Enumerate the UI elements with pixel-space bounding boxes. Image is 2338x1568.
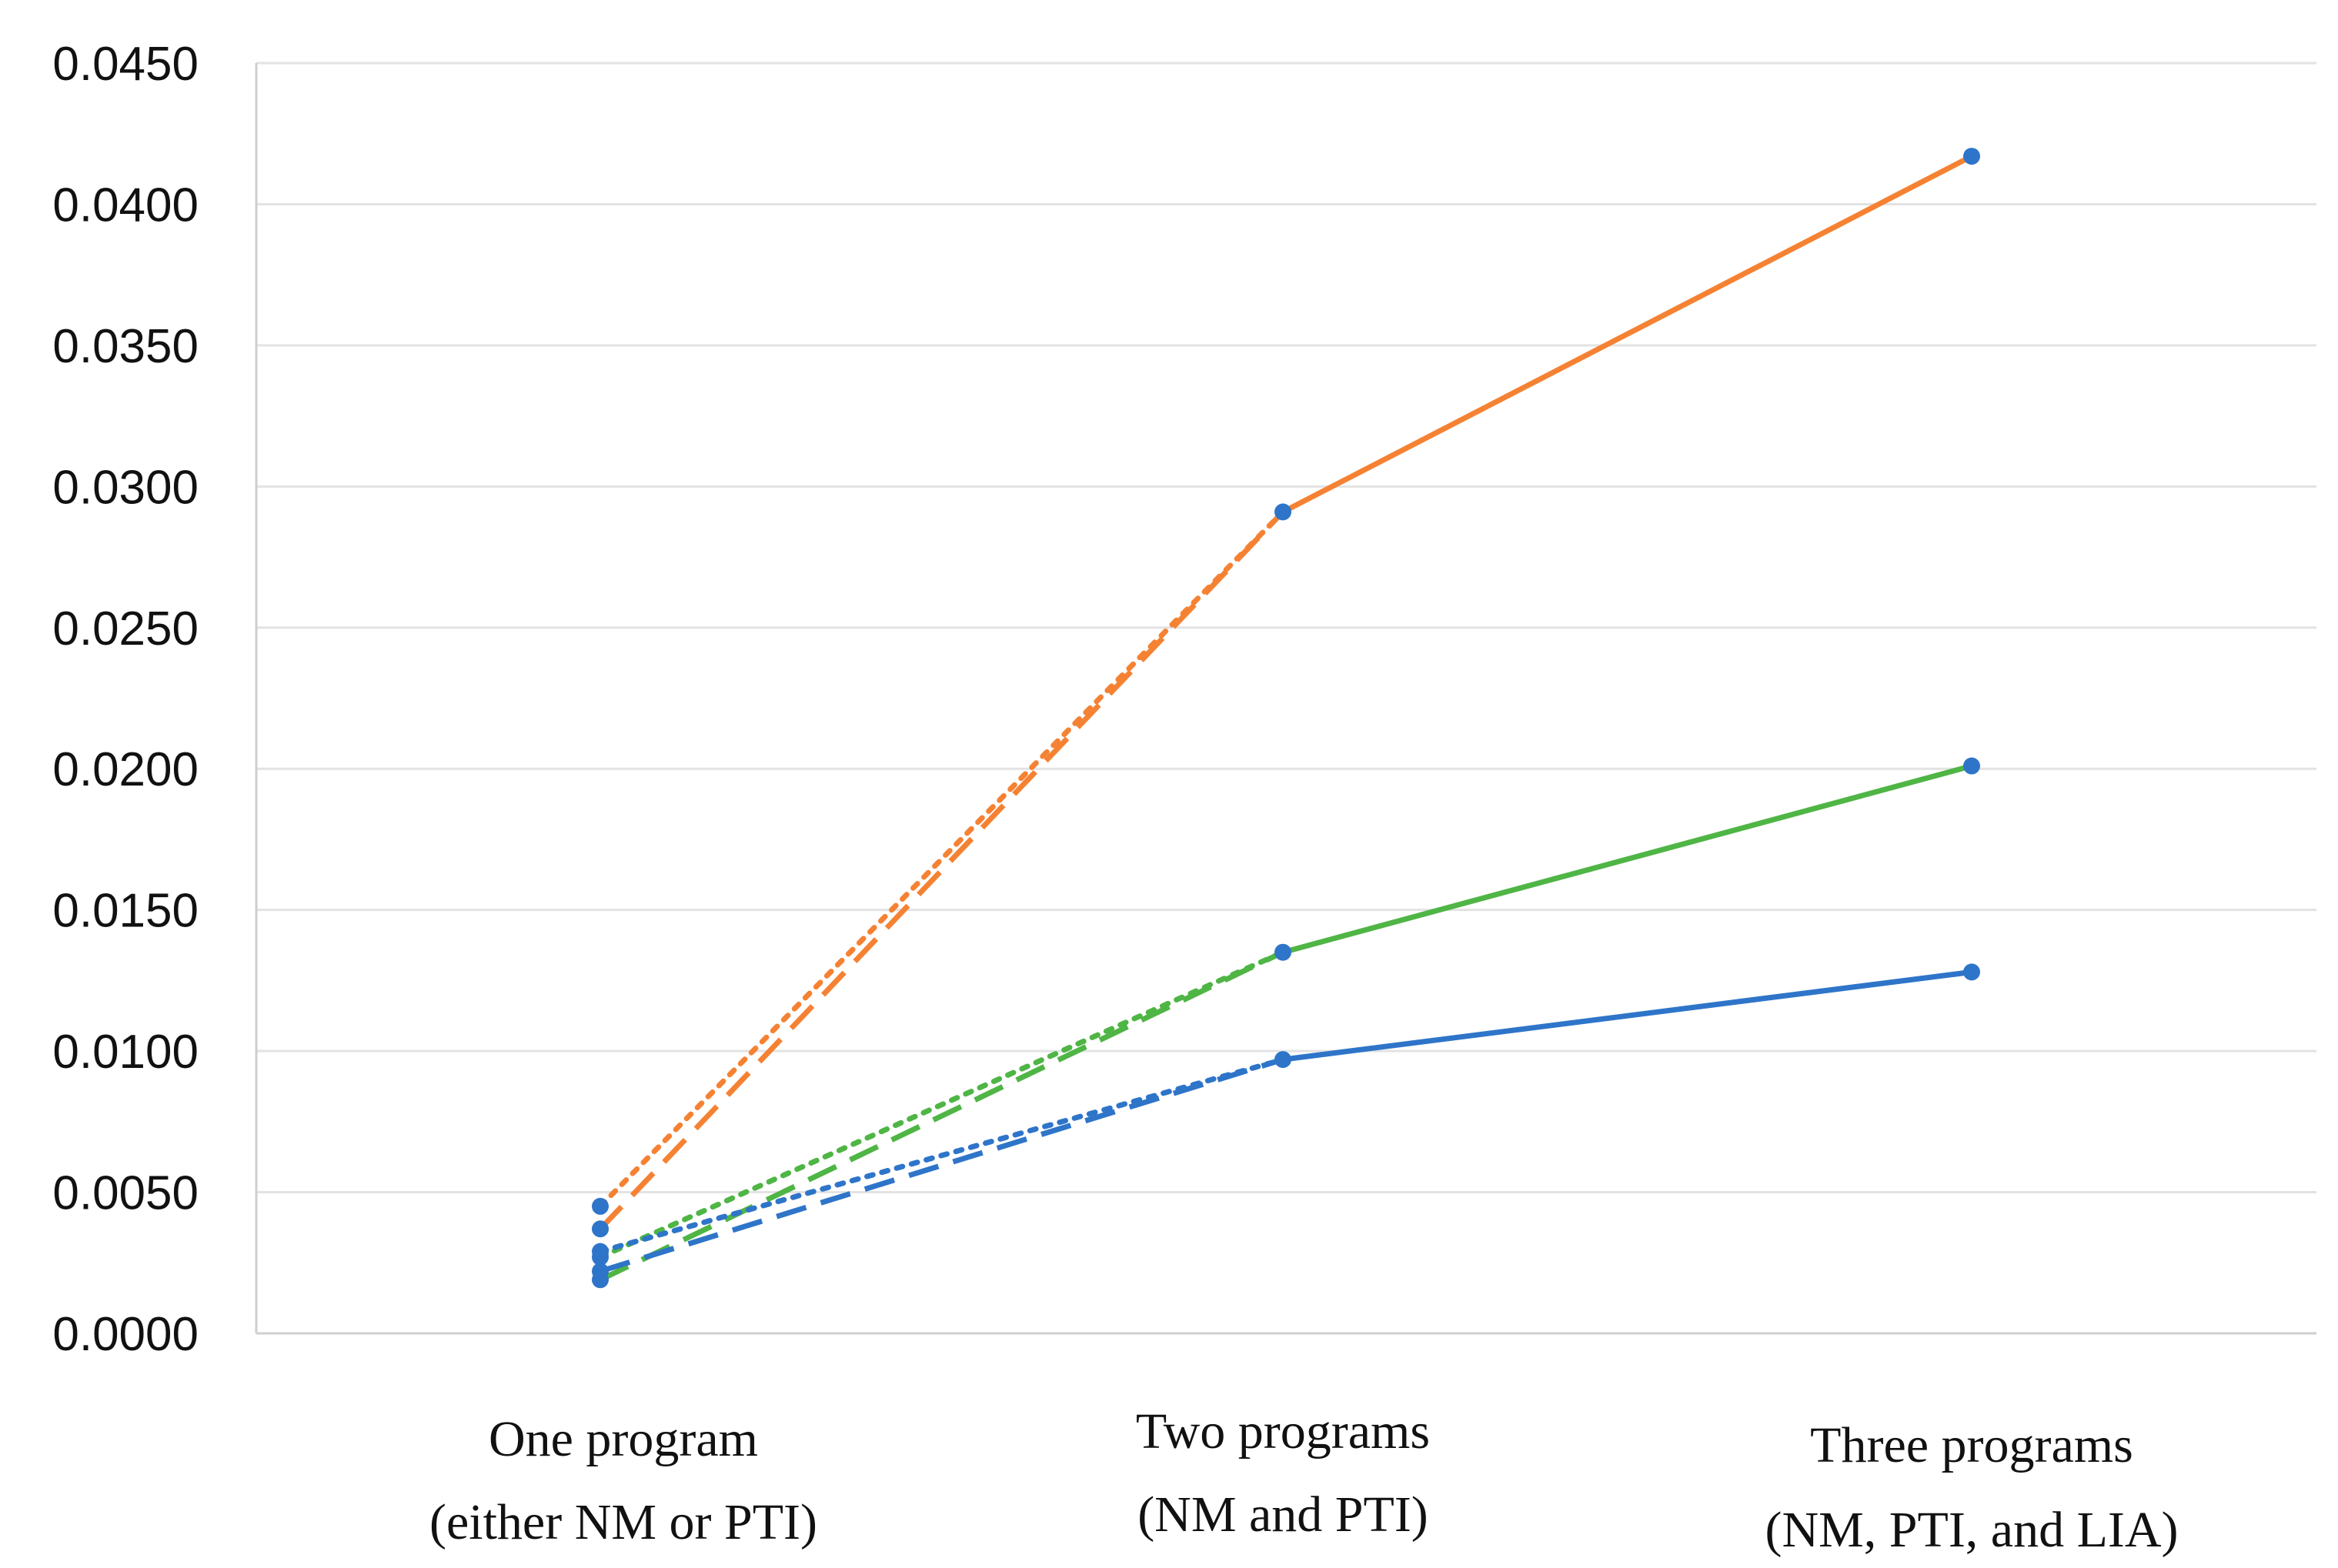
series-line-orange-solid <box>1281 153 1973 515</box>
y-tick-label: 0.0300 <box>52 461 199 514</box>
data-point-markers <box>592 148 1980 1289</box>
x-category-labels: One program (either NM or PTI) Two program… <box>429 1403 2179 1558</box>
series-line-orange-dashed <box>598 509 1285 1231</box>
x-category-label-line1: Two programs <box>1136 1403 1430 1460</box>
y-tick-label: 0.0150 <box>52 885 199 938</box>
data-point <box>1963 757 1980 775</box>
series-line-blue-solid <box>1282 969 1972 1063</box>
series-line-green-dotted <box>597 949 1286 1260</box>
data-point <box>1274 1051 1291 1069</box>
data-point <box>592 1197 609 1215</box>
y-tick-label: 0.0450 <box>52 38 199 91</box>
y-tick-label: 0.0250 <box>52 602 199 656</box>
x-category-label-line2: (NM and PTI) <box>1137 1486 1428 1543</box>
y-tick-label: 0.0050 <box>52 1167 199 1220</box>
series-line-green-solid <box>1282 763 1972 956</box>
data-point <box>1274 943 1291 961</box>
gridlines <box>256 62 2316 1194</box>
series-line-green-dashed <box>599 949 1284 1283</box>
x-category-label-line2: (either NM or PTI) <box>429 1494 817 1550</box>
y-tick-labels: 0.0000 0.0050 0.0100 0.0150 0.0200 0.0250 0.03… <box>52 38 199 1361</box>
data-point <box>592 1220 609 1238</box>
data-point <box>1274 503 1291 521</box>
data-point <box>592 1248 609 1266</box>
data-point <box>1963 148 1980 165</box>
data-point <box>1963 963 1980 981</box>
series-line-blue-dashed <box>599 1056 1284 1274</box>
y-tick-label: 0.0000 <box>52 1308 199 1361</box>
x-category-label-line2: (NM, PTI, and LIA) <box>1765 1502 2178 1558</box>
series-line-blue-dotted <box>597 1056 1286 1255</box>
x-category-label-line1: One program <box>489 1411 758 1467</box>
series-lines <box>597 153 1973 1283</box>
x-category-label-line1: Three programs <box>1810 1417 2133 1473</box>
y-tick-label: 0.0200 <box>52 743 199 796</box>
data-point <box>592 1271 609 1289</box>
series-line-orange-dotted <box>597 509 1286 1209</box>
y-tick-label: 0.0100 <box>52 1026 199 1079</box>
axes <box>255 63 2316 1335</box>
y-tick-label: 0.0350 <box>52 320 199 373</box>
y-tick-label: 0.0400 <box>52 178 199 232</box>
